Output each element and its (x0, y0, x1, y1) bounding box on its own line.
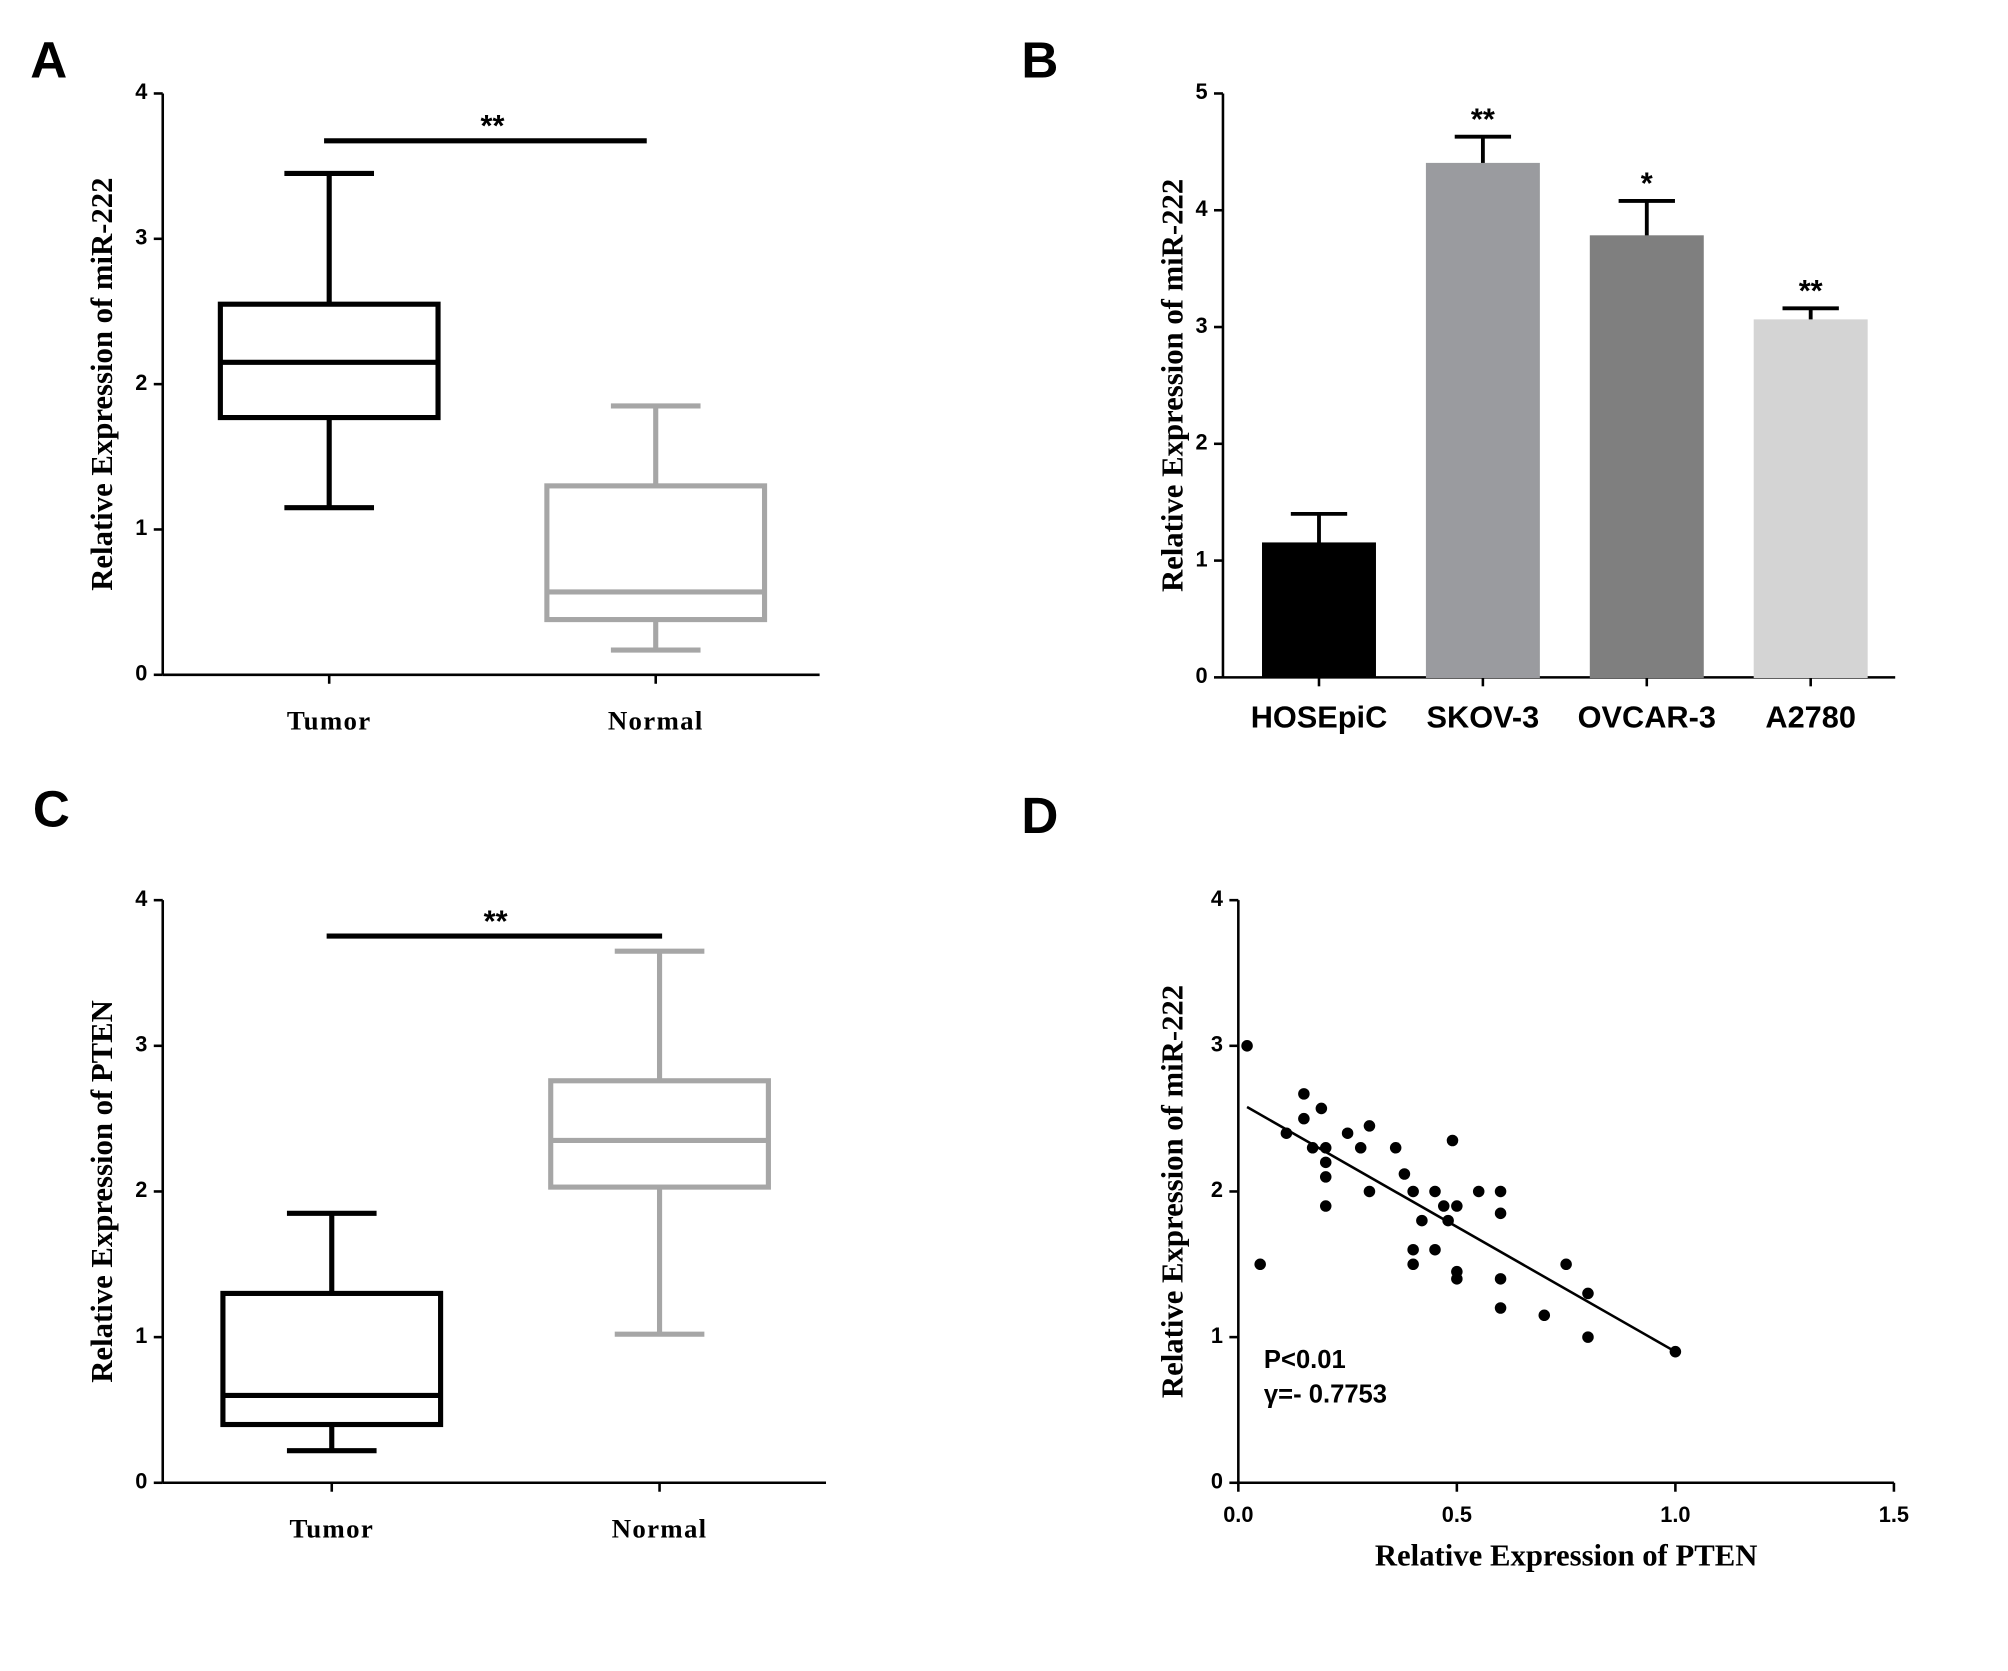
y-tick-label: 1 (1211, 1323, 1223, 1348)
significance: ** (484, 903, 508, 938)
x-tick-label: HOSEpiC (1251, 700, 1388, 735)
point (1451, 1200, 1463, 1212)
y-tick-label: 4 (1195, 196, 1207, 221)
x-tick-label: 1.5 (1879, 1502, 1909, 1527)
y-tick-label: 1 (135, 1323, 147, 1348)
point (1315, 1102, 1328, 1115)
y-tick-label: 4 (135, 79, 147, 104)
panel-label: A (30, 32, 67, 89)
y-tick-label: 3 (1211, 1032, 1223, 1057)
x-tick-label: SKOV-3 (1427, 700, 1540, 735)
point (1319, 1142, 1332, 1154)
y-tick-label: 3 (1195, 313, 1207, 338)
point (1389, 1142, 1402, 1154)
significance: ** (1471, 101, 1495, 136)
panel-label: B (1021, 32, 1058, 89)
y-tick-label: 0 (1211, 1469, 1223, 1494)
point (1280, 1127, 1293, 1139)
point (1494, 1207, 1507, 1220)
point (1298, 1088, 1310, 1100)
y-axis-title: Relative Expression of PTEN (85, 1000, 119, 1383)
x-tick-label: A2780 (1765, 700, 1856, 735)
y-axis-title: Relative Expression of miR-222 (1156, 985, 1190, 1398)
point (1254, 1258, 1266, 1271)
point (1298, 1112, 1310, 1125)
point (1429, 1185, 1441, 1198)
y-tick-label: 0 (135, 1469, 147, 1494)
point (1538, 1309, 1551, 1322)
bar (1753, 319, 1868, 679)
point (1442, 1214, 1454, 1227)
x-tick-label: 0.0 (1223, 1502, 1253, 1527)
box (548, 1078, 771, 1190)
fit-line (1246, 1105, 1677, 1353)
y-tick-label: 2 (135, 370, 147, 395)
point (1494, 1302, 1507, 1314)
point (1319, 1200, 1332, 1212)
point (1472, 1185, 1485, 1198)
point (1319, 1156, 1332, 1169)
bar (1262, 542, 1376, 679)
x-tick-label: Normal (612, 1514, 708, 1544)
annotation: P<0.01 (1264, 1346, 1346, 1374)
point (1363, 1185, 1376, 1198)
box (220, 1290, 444, 1428)
significance: * (1641, 166, 1653, 201)
x-axis-title: Relative Expression of PTEN (1375, 1538, 1758, 1572)
point (1582, 1331, 1594, 1343)
x-tick-label: 1.0 (1660, 1502, 1690, 1527)
significance: ** (480, 108, 504, 143)
x-tick-label: Normal (608, 706, 704, 736)
annotation: γ=- 0.7753 (1264, 1380, 1387, 1408)
point (1494, 1185, 1507, 1198)
y-tick-label: 2 (1195, 430, 1207, 455)
y-tick-label: 4 (135, 886, 147, 911)
point (1407, 1185, 1419, 1198)
y-tick-label: 0 (1195, 663, 1207, 688)
y-tick-label: 3 (135, 1032, 147, 1057)
y-tick-label: 2 (135, 1177, 147, 1202)
y-axis-title: Relative Expression of miR-222 (85, 178, 119, 591)
y-axis-title: Relative Expression of miR-222 (1156, 179, 1190, 592)
y-tick-label: 0 (135, 661, 147, 686)
panel-label: D (1021, 787, 1058, 844)
x-tick-label: OVCAR-3 (1578, 700, 1716, 735)
significance: ** (1799, 273, 1823, 308)
point (1407, 1258, 1419, 1271)
point (1241, 1040, 1253, 1052)
point (1582, 1287, 1594, 1300)
x-tick-label: 0.5 (1442, 1502, 1472, 1527)
box (544, 483, 768, 623)
point (1416, 1214, 1428, 1227)
point (1446, 1134, 1459, 1147)
bar (1589, 235, 1704, 679)
point (1363, 1120, 1376, 1132)
point (1451, 1273, 1463, 1285)
y-tick-label: 5 (1195, 79, 1207, 104)
x-tick-label: Tumor (289, 1514, 374, 1544)
y-tick-label: 1 (1195, 546, 1207, 571)
y-tick-label: 1 (135, 515, 147, 540)
x-tick-label: Tumor (287, 706, 372, 736)
point (1319, 1171, 1332, 1183)
point (1354, 1142, 1367, 1154)
point (1494, 1273, 1507, 1285)
y-tick-label: 2 (1211, 1177, 1223, 1202)
panel-label: C (33, 781, 70, 838)
bar (1425, 162, 1540, 679)
point (1437, 1200, 1450, 1212)
point (1669, 1345, 1682, 1358)
point (1407, 1243, 1419, 1256)
y-tick-label: 3 (135, 225, 147, 250)
point (1429, 1243, 1441, 1256)
point (1560, 1258, 1572, 1271)
y-tick-label: 4 (1211, 886, 1223, 911)
point (1398, 1168, 1411, 1180)
point (1341, 1127, 1354, 1139)
point (1306, 1142, 1319, 1154)
